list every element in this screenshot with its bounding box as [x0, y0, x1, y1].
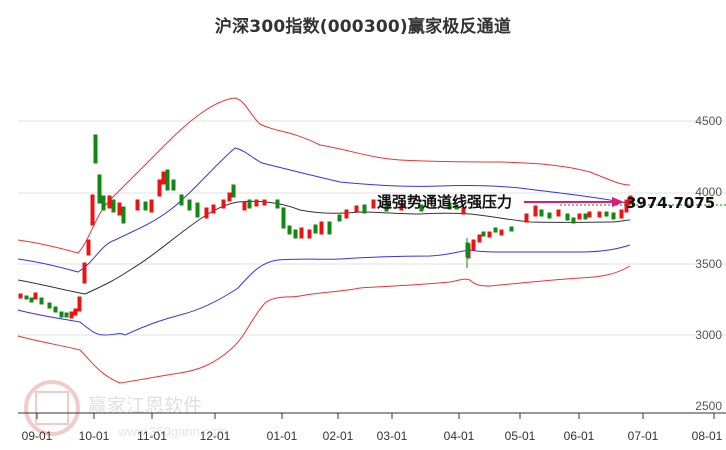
x-tick-04-01: 04-01 — [444, 429, 475, 443]
gridlines — [18, 120, 726, 336]
x-axis: 09-01 10-01 11-01 12-01 01-01 02-01 03-0… — [18, 412, 726, 443]
watermark: 赢家江恩软件 www.360gann.com — [24, 380, 228, 439]
chart-title: 沪深300指数(000300)赢家极反通道 — [214, 17, 512, 37]
x-tick-02-01: 02-01 — [323, 429, 354, 443]
y-tick-4000: 4000 — [695, 185, 722, 199]
inner-upper-band — [17, 147, 631, 273]
x-tick-10-01: 10-01 — [79, 429, 110, 443]
inner-lower-band — [17, 244, 631, 336]
x-tick-07-01: 07-01 — [628, 429, 659, 443]
y-tick-2500: 2500 — [695, 399, 722, 413]
y-axis: 4500 4000 3500 3000 2500 — [695, 114, 722, 413]
watermark-url: www.360gann.com — [117, 424, 228, 439]
x-tick-03-01: 03-01 — [377, 429, 408, 443]
y-tick-3000: 3000 — [695, 328, 722, 342]
x-tick-08-01: 08-01 — [692, 429, 723, 443]
y-tick-3500: 3500 — [695, 257, 722, 271]
outer-lower-band — [17, 265, 631, 384]
annotation-label: 遇强势通道线强压力 — [377, 193, 512, 211]
x-tick-09-01: 09-01 — [22, 429, 53, 443]
pressure-annotation: 遇强势通道线强压力 3974.7075 — [377, 193, 715, 212]
x-tick-05-01: 05-01 — [505, 429, 536, 443]
middle-line — [17, 200, 631, 295]
x-tick-01-01: 01-01 — [267, 429, 298, 443]
last-price-label: 3974.7075 — [626, 194, 715, 212]
arrowhead-icon — [612, 197, 624, 207]
watermark-brand: 赢家江恩软件 — [88, 395, 202, 417]
watermark-seal-icon — [24, 380, 80, 436]
x-tick-11-01: 11-01 — [137, 429, 167, 443]
candlesticks — [18, 134, 633, 319]
x-tick-06-01: 06-01 — [564, 429, 595, 443]
x-tick-12-01: 12-01 — [200, 429, 231, 443]
y-tick-4500: 4500 — [695, 114, 722, 128]
